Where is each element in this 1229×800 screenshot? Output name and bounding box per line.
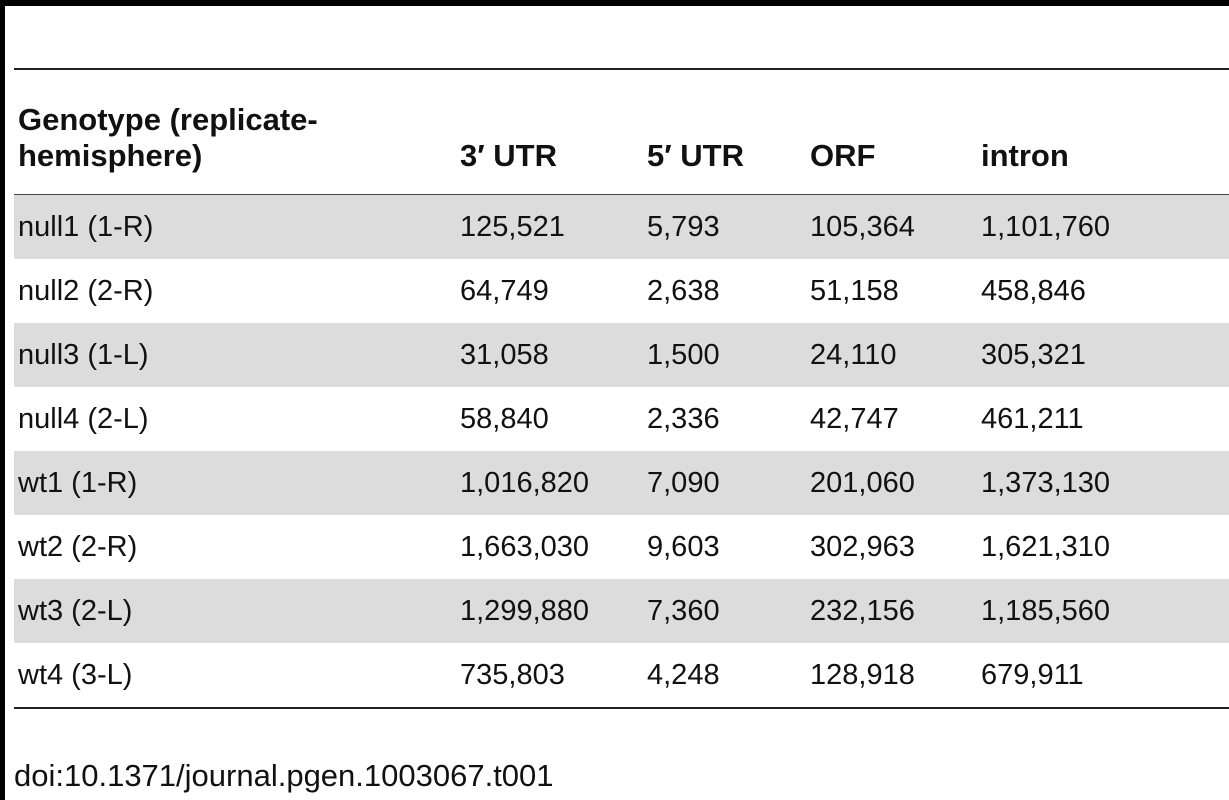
header-genotype-label: Genotype (replicate-hemisphere) bbox=[18, 102, 318, 173]
top-border bbox=[0, 0, 1229, 6]
cell-5utr: 2,638 bbox=[647, 274, 720, 307]
cell-3utr: 1,016,820 bbox=[456, 451, 643, 515]
header-intron: intron bbox=[977, 70, 1229, 195]
cell-genotype: null2 (2-R) bbox=[18, 274, 154, 307]
cell-3utr: 1,299,880 bbox=[456, 579, 643, 643]
header-orf: ORF bbox=[806, 70, 977, 195]
cell-intron: 1,185,560 bbox=[977, 579, 1229, 643]
cell-orf: 232,156 bbox=[806, 579, 977, 643]
cell-genotype: wt1 (1-R) bbox=[14, 451, 456, 515]
cell-intron: 1,101,760 bbox=[977, 194, 1229, 259]
cell-genotype: null4 (2-L) bbox=[18, 402, 149, 435]
cell-intron: 458,846 bbox=[981, 274, 1086, 307]
cell-5utr: 7,090 bbox=[643, 451, 806, 515]
table-row: wt2 (2-R) 1,663,030 9,603 302,963 1,621,… bbox=[14, 515, 1229, 579]
cell-orf: 42,747 bbox=[810, 402, 899, 435]
left-border bbox=[0, 0, 5, 800]
cell-intron: 1,621,310 bbox=[981, 530, 1111, 563]
cell-orf: 51,158 bbox=[810, 274, 899, 307]
cell-5utr: 2,336 bbox=[647, 402, 720, 435]
cell-5utr: 1,500 bbox=[643, 323, 806, 387]
header-row: Genotype (replicate-hemisphere) 3′ UTR 5… bbox=[14, 70, 1229, 195]
table-row: null3 (1-L) 31,058 1,500 24,110 305,321 bbox=[14, 323, 1229, 387]
cell-5utr: 5,793 bbox=[643, 194, 806, 259]
cell-intron: 305,321 bbox=[977, 323, 1229, 387]
header-intron-label: intron bbox=[981, 138, 1069, 173]
cell-genotype: null3 (1-L) bbox=[14, 323, 456, 387]
data-table-container: Genotype (replicate-hemisphere) 3′ UTR 5… bbox=[14, 70, 1229, 709]
cell-intron: 461,211 bbox=[981, 402, 1084, 435]
table-row: wt1 (1-R) 1,016,820 7,090 201,060 1,373,… bbox=[14, 451, 1229, 515]
header-5utr: 5′ UTR bbox=[643, 70, 806, 195]
cell-genotype: wt2 (2-R) bbox=[18, 530, 138, 563]
table-row: null2 (2-R) 64,749 2,638 51,158 458,846 bbox=[14, 259, 1229, 323]
cell-intron: 679,911 bbox=[977, 643, 1229, 709]
cell-orf: 24,110 bbox=[806, 323, 977, 387]
cell-3utr: 735,803 bbox=[456, 643, 643, 709]
table-row: null1 (1-R) 125,521 5,793 105,364 1,101,… bbox=[14, 194, 1229, 259]
cell-3utr: 125,521 bbox=[456, 194, 643, 259]
cell-3utr: 1,663,030 bbox=[460, 530, 590, 563]
cell-3utr: 31,058 bbox=[456, 323, 643, 387]
cell-5utr: 7,360 bbox=[643, 579, 806, 643]
header-3utr: 3′ UTR bbox=[456, 70, 643, 195]
cell-orf: 302,963 bbox=[810, 530, 915, 563]
cell-genotype: wt4 (3-L) bbox=[14, 643, 456, 709]
cell-3utr: 64,749 bbox=[460, 274, 549, 307]
cell-orf: 105,364 bbox=[806, 194, 977, 259]
header-5utr-label: 5′ UTR bbox=[647, 138, 744, 173]
cell-genotype: wt3 (2-L) bbox=[14, 579, 456, 643]
cell-5utr: 4,248 bbox=[643, 643, 806, 709]
table-row: wt4 (3-L) 735,803 4,248 128,918 679,911 bbox=[14, 643, 1229, 709]
table-body: null1 (1-R) 125,521 5,793 105,364 1,101,… bbox=[14, 194, 1229, 709]
cell-5utr: 9,603 bbox=[647, 530, 720, 563]
cell-orf: 128,918 bbox=[806, 643, 977, 709]
table-row: wt3 (2-L) 1,299,880 7,360 232,156 1,185,… bbox=[14, 579, 1229, 643]
header-top-rule bbox=[14, 68, 1229, 70]
doi-footnote: doi:10.1371/journal.pgen.1003067.t001 bbox=[14, 758, 554, 793]
cell-intron: 1,373,130 bbox=[977, 451, 1229, 515]
header-orf-label: ORF bbox=[810, 138, 876, 173]
table-row: null4 (2-L) 58,840 2,336 42,747 461,211 bbox=[14, 387, 1229, 451]
cell-3utr: 58,840 bbox=[460, 402, 549, 435]
cell-orf: 201,060 bbox=[806, 451, 977, 515]
read-count-table: Genotype (replicate-hemisphere) 3′ UTR 5… bbox=[14, 70, 1229, 709]
header-3utr-label: 3′ UTR bbox=[460, 138, 557, 173]
cell-genotype: null1 (1-R) bbox=[14, 194, 456, 259]
header-genotype: Genotype (replicate-hemisphere) bbox=[14, 70, 456, 195]
table-header: Genotype (replicate-hemisphere) 3′ UTR 5… bbox=[14, 70, 1229, 195]
